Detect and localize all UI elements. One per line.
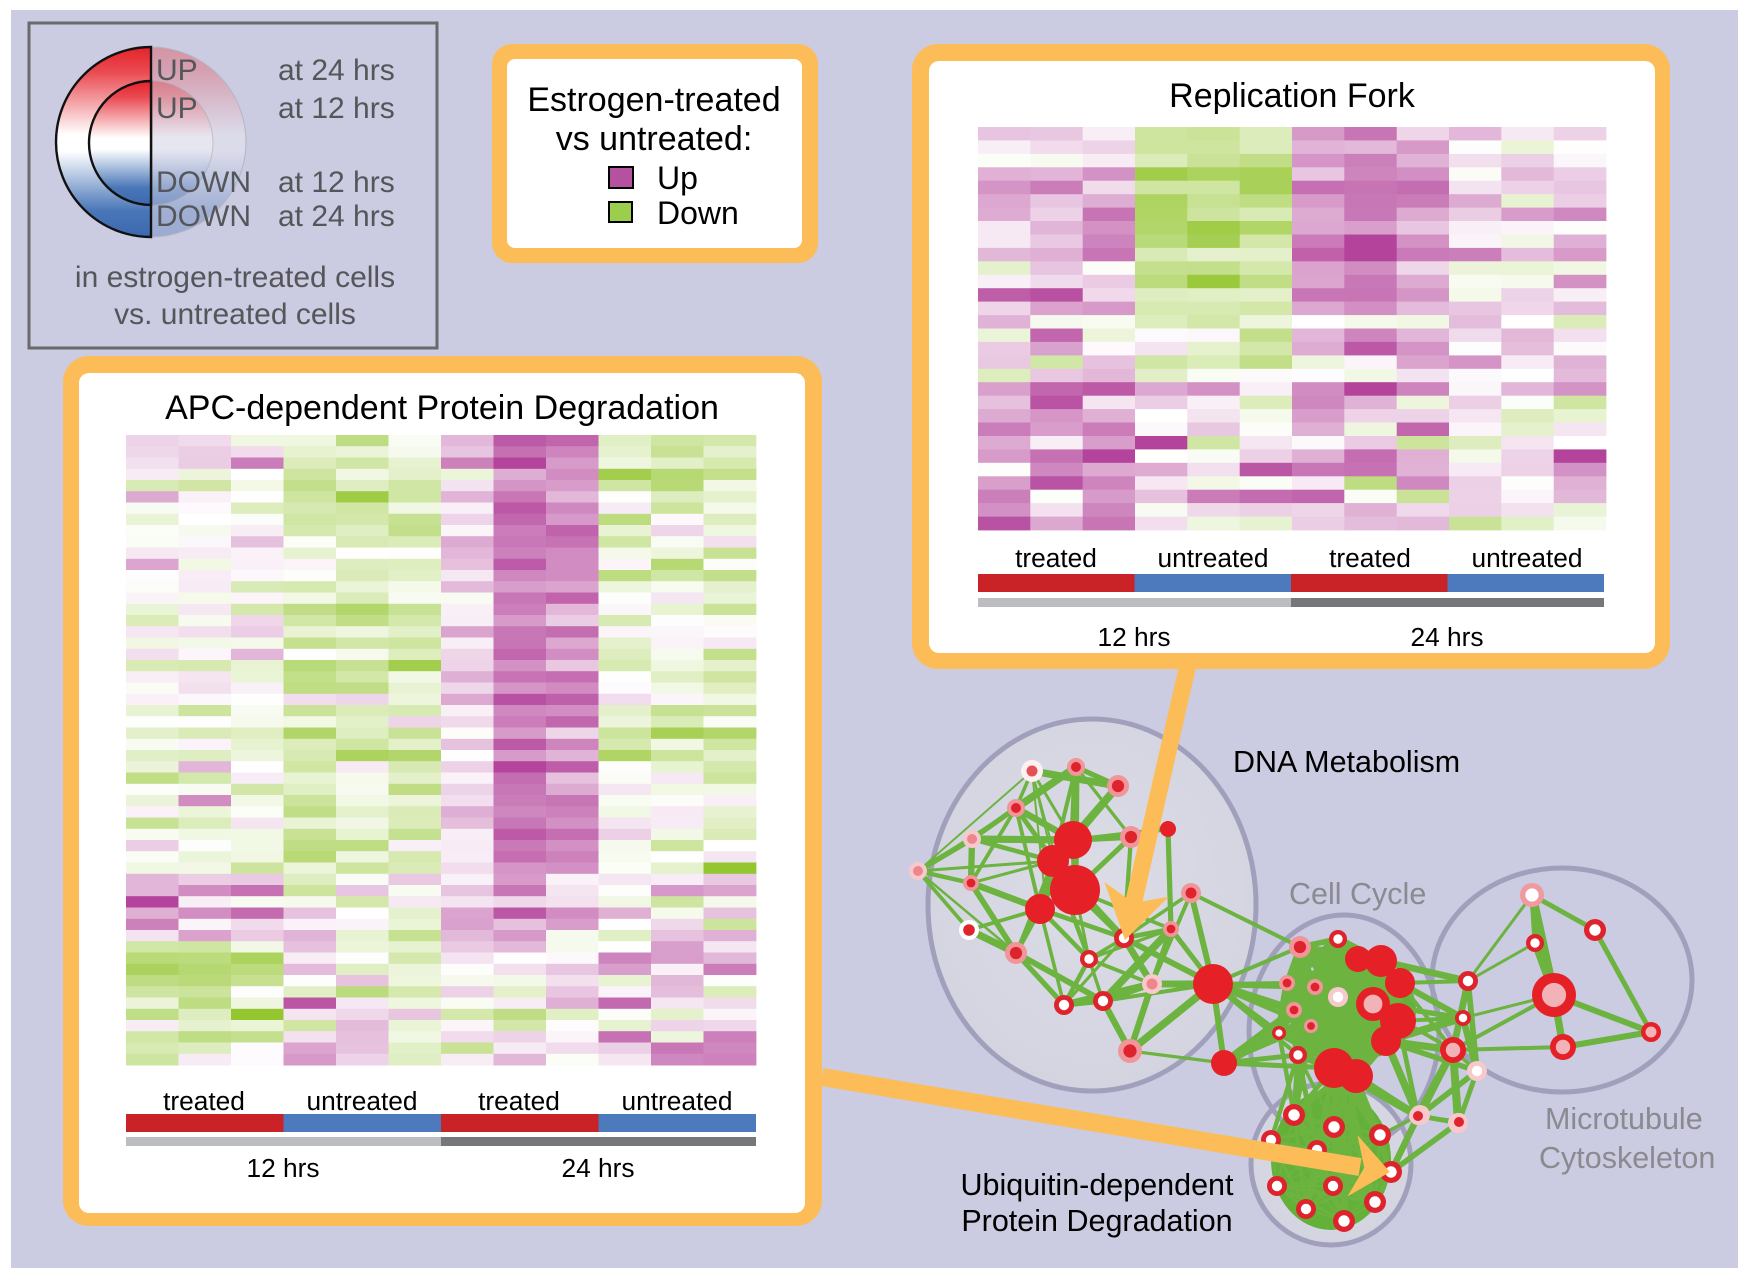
svg-text:untreated: untreated (306, 1086, 417, 1116)
svg-text:12 hrs: 12 hrs (246, 1153, 319, 1183)
svg-text:untreated: untreated (1471, 543, 1582, 573)
svg-text:in estrogen-treated cells: in estrogen-treated cells (75, 261, 395, 294)
svg-text:DNA Metabolism: DNA Metabolism (1233, 745, 1460, 779)
svg-text:Cell Cycle: Cell Cycle (1289, 877, 1426, 911)
svg-text:Down: Down (657, 195, 739, 231)
svg-text:treated: treated (1015, 543, 1097, 573)
svg-text:treated: treated (163, 1086, 245, 1116)
svg-text:UP: UP (156, 92, 198, 125)
svg-text:treated: treated (478, 1086, 560, 1116)
svg-text:at 24 hrs: at 24 hrs (278, 54, 395, 87)
svg-text:treated: treated (1329, 543, 1411, 573)
svg-text:24 hrs: 24 hrs (1410, 622, 1483, 652)
svg-text:12 hrs: 12 hrs (1097, 622, 1170, 652)
svg-text:vs. untreated cells: vs. untreated cells (114, 298, 356, 331)
svg-text:Microtubule: Microtubule (1545, 1102, 1703, 1136)
svg-text:Estrogen-treated: Estrogen-treated (527, 81, 780, 119)
svg-text:at 12 hrs: at 12 hrs (278, 92, 395, 125)
svg-text:DOWN: DOWN (156, 166, 251, 199)
svg-text:UP: UP (156, 54, 198, 87)
svg-text:vs untreated:: vs untreated: (556, 120, 753, 158)
svg-text:Protein Degradation: Protein Degradation (961, 1204, 1232, 1238)
svg-text:APC-dependent Protein Degradat: APC-dependent Protein Degradation (165, 389, 719, 427)
svg-text:untreated: untreated (1157, 543, 1268, 573)
svg-text:at 24 hrs: at 24 hrs (278, 200, 395, 233)
svg-text:at 12 hrs: at 12 hrs (278, 166, 395, 199)
svg-text:Cytoskeleton: Cytoskeleton (1539, 1141, 1715, 1175)
svg-text:Up: Up (657, 160, 698, 196)
svg-text:Ubiquitin-dependent: Ubiquitin-dependent (960, 1168, 1234, 1202)
svg-text:Replication Fork: Replication Fork (1169, 77, 1416, 115)
svg-text:24 hrs: 24 hrs (561, 1153, 634, 1183)
svg-text:DOWN: DOWN (156, 200, 251, 233)
svg-text:untreated: untreated (621, 1086, 732, 1116)
